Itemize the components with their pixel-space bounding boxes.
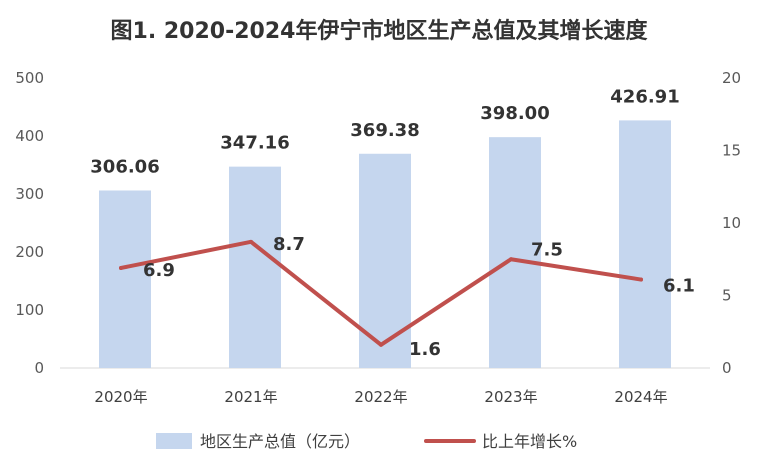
left-axis-tick-label: 500 [15, 69, 44, 87]
x-axis-tick-label: 2023年 [484, 388, 537, 406]
line-point [119, 265, 123, 270]
line-data-labels: 6.9 8.7 1.6 7.5 6.1 [143, 234, 695, 360]
bar-value-label: 426.91 [610, 86, 679, 107]
bar [489, 137, 541, 368]
chart-title: 图1. 2020-2024年伊宁市地区生产总值及其增长速度 [111, 18, 649, 44]
left-y-axis: 0 100 200 300 400 500 [15, 69, 44, 377]
line-value-label: 1.6 [409, 339, 441, 360]
x-axis-labels: 2020年 2021年 2022年 2023年 2024年 [94, 388, 667, 406]
right-axis-tick-label: 5 [722, 287, 732, 305]
line-value-label: 8.7 [273, 234, 305, 255]
legend-bar-label: 地区生产总值（亿元） [200, 432, 360, 451]
line-value-label: 7.5 [531, 239, 563, 260]
bar-value-label: 306.06 [90, 156, 159, 177]
x-axis-tick-label: 2020年 [94, 388, 147, 406]
line-point [509, 257, 513, 262]
bar-series [99, 120, 671, 368]
x-axis-tick-label: 2022年 [354, 388, 407, 406]
legend-bar-swatch [156, 433, 192, 449]
bar-value-label: 347.16 [220, 133, 289, 154]
right-axis-tick-label: 0 [722, 359, 732, 377]
right-y-axis: 0 5 10 15 20 [722, 69, 741, 377]
legend-line-label: 比上年增长% [482, 432, 577, 451]
right-axis-tick-label: 10 [722, 214, 741, 232]
left-axis-tick-label: 0 [34, 359, 44, 377]
bar-data-labels: 306.06 347.16 369.38 398.00 426.91 [90, 86, 679, 177]
bar [99, 190, 151, 368]
x-axis-tick-label: 2021年 [224, 388, 277, 406]
line-value-label: 6.9 [143, 260, 175, 281]
bar-value-label: 398.00 [480, 103, 549, 124]
legend: 地区生产总值（亿元） 比上年增长% [156, 432, 577, 451]
bar [229, 166, 281, 368]
line-point [249, 239, 253, 244]
bar-value-label: 369.38 [350, 120, 419, 141]
right-axis-tick-label: 20 [722, 69, 741, 87]
left-axis-tick-label: 100 [15, 301, 44, 319]
bar [619, 120, 671, 368]
right-axis-tick-label: 15 [722, 142, 741, 160]
left-axis-tick-label: 400 [15, 127, 44, 145]
growth-line-series [119, 239, 643, 347]
left-axis-tick-label: 200 [15, 243, 44, 261]
left-axis-tick-label: 300 [15, 185, 44, 203]
line-point [379, 342, 383, 347]
x-axis-tick-label: 2024年 [614, 388, 667, 406]
line-value-label: 6.1 [663, 276, 695, 297]
line-point [639, 277, 643, 282]
